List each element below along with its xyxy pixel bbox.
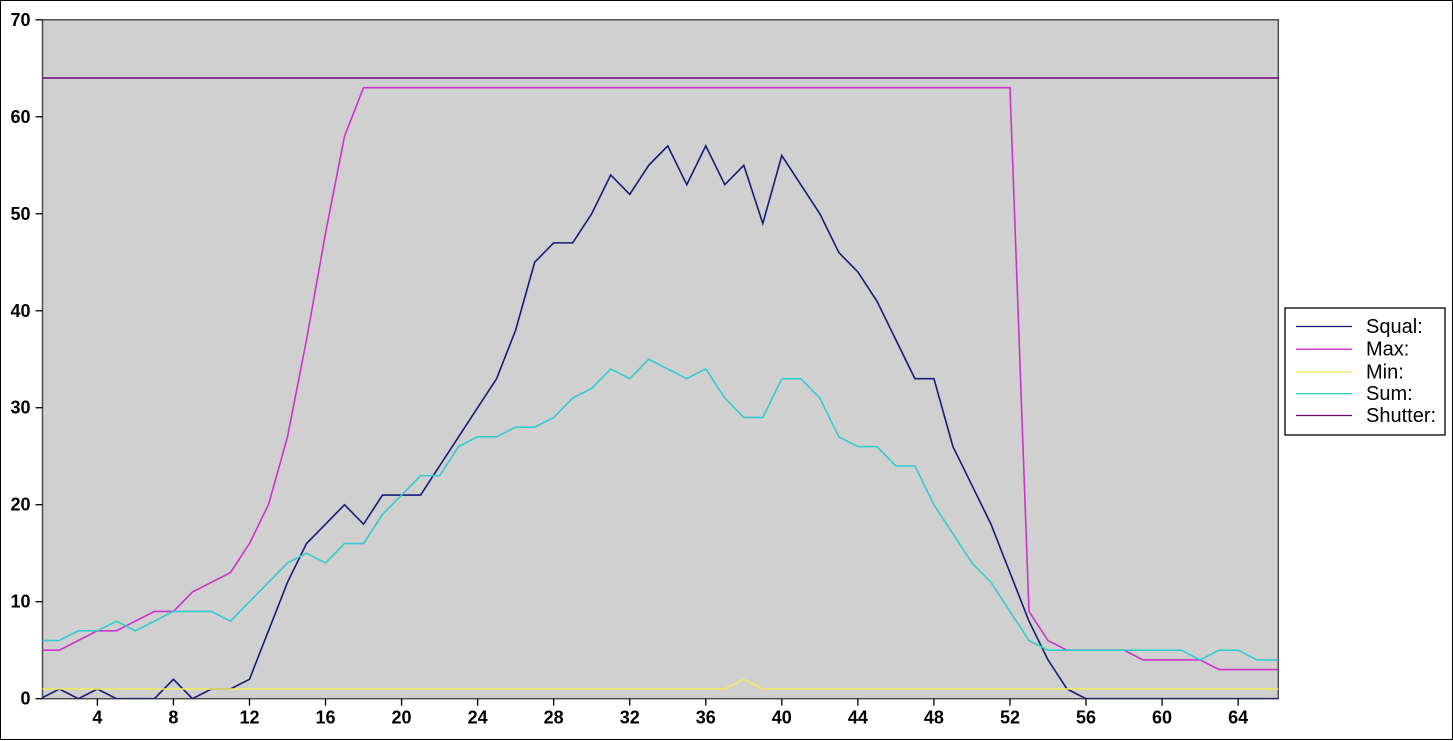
svg-text:10: 10 <box>10 592 30 612</box>
svg-text:24: 24 <box>468 708 488 728</box>
svg-text:Squal:: Squal: <box>1366 316 1423 338</box>
svg-text:40: 40 <box>10 301 30 321</box>
svg-text:48: 48 <box>924 708 944 728</box>
svg-text:40: 40 <box>772 708 792 728</box>
svg-text:12: 12 <box>239 708 259 728</box>
svg-text:44: 44 <box>848 708 868 728</box>
svg-text:Sum:: Sum: <box>1366 383 1413 405</box>
svg-text:4: 4 <box>92 708 102 728</box>
svg-text:50: 50 <box>10 204 30 224</box>
svg-text:32: 32 <box>620 708 640 728</box>
svg-text:36: 36 <box>696 708 716 728</box>
svg-text:52: 52 <box>1000 708 1020 728</box>
svg-text:Min:: Min: <box>1366 361 1404 383</box>
svg-text:60: 60 <box>1152 708 1172 728</box>
svg-text:64: 64 <box>1228 708 1248 728</box>
svg-text:56: 56 <box>1076 708 1096 728</box>
svg-text:60: 60 <box>10 107 30 127</box>
svg-text:Shutter:: Shutter: <box>1366 405 1436 427</box>
svg-text:30: 30 <box>10 398 30 418</box>
svg-text:Max:: Max: <box>1366 339 1409 361</box>
svg-text:20: 20 <box>10 495 30 515</box>
svg-text:16: 16 <box>316 708 336 728</box>
svg-text:20: 20 <box>392 708 412 728</box>
svg-text:0: 0 <box>20 689 30 709</box>
svg-text:70: 70 <box>10 10 30 30</box>
svg-text:8: 8 <box>168 708 178 728</box>
svg-text:28: 28 <box>544 708 564 728</box>
